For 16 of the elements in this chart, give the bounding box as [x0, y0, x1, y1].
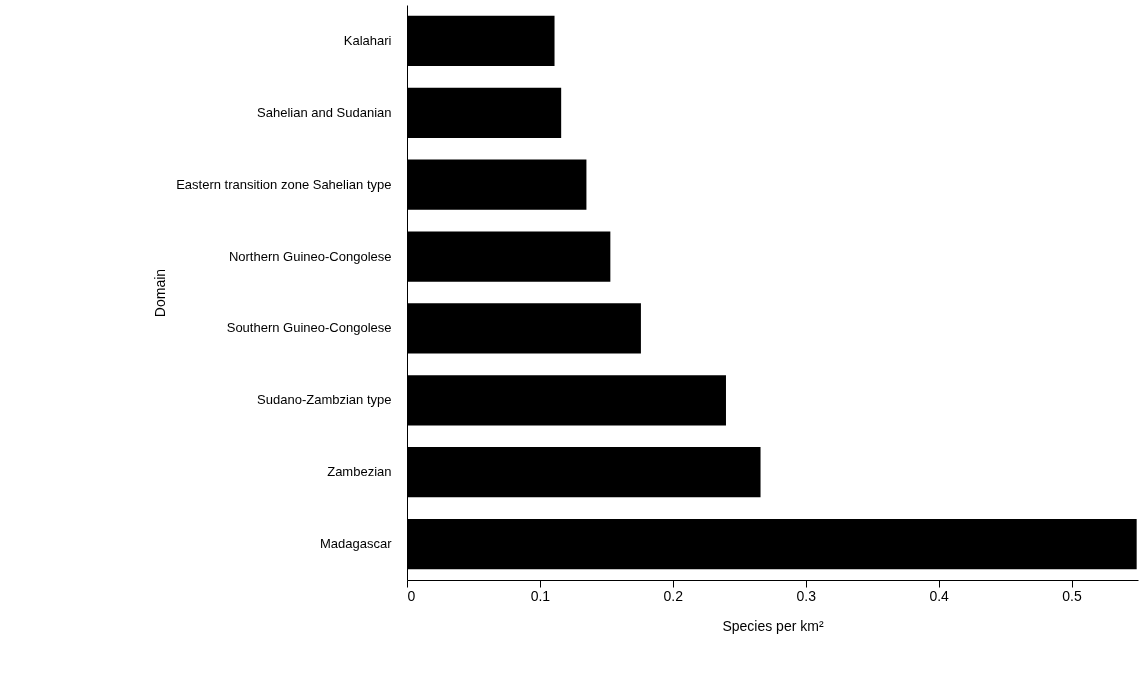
- y-tick-label: Northern Guineo-Congolese: [228, 248, 392, 264]
- y-tick-label: Sudano-Zambzian type: [257, 392, 392, 408]
- x-tick-label: 0.3: [796, 587, 817, 604]
- y-tick-label: Madagascar: [319, 536, 393, 552]
- x-tick-label: 0.4: [929, 587, 950, 604]
- y-tick-label: Zambezian: [327, 464, 392, 480]
- x-tick-label: 0.1: [530, 587, 551, 604]
- y-tick-label: Eastern transition zone Sahelian type: [176, 176, 392, 192]
- y-axis-title: Domain: [151, 268, 168, 318]
- x-tick-label: 0.2: [663, 587, 684, 604]
- x-tick-label: 0: [407, 587, 416, 604]
- y-tick-label: Southern Guineo-Congolese: [226, 320, 392, 336]
- x-axis-title: Species per km²: [722, 617, 824, 634]
- y-tick-label: Kalahari: [343, 32, 392, 48]
- x-tick-label: 0.5: [1062, 587, 1082, 604]
- y-tick-label: Sahelian and Sudanian: [257, 104, 392, 120]
